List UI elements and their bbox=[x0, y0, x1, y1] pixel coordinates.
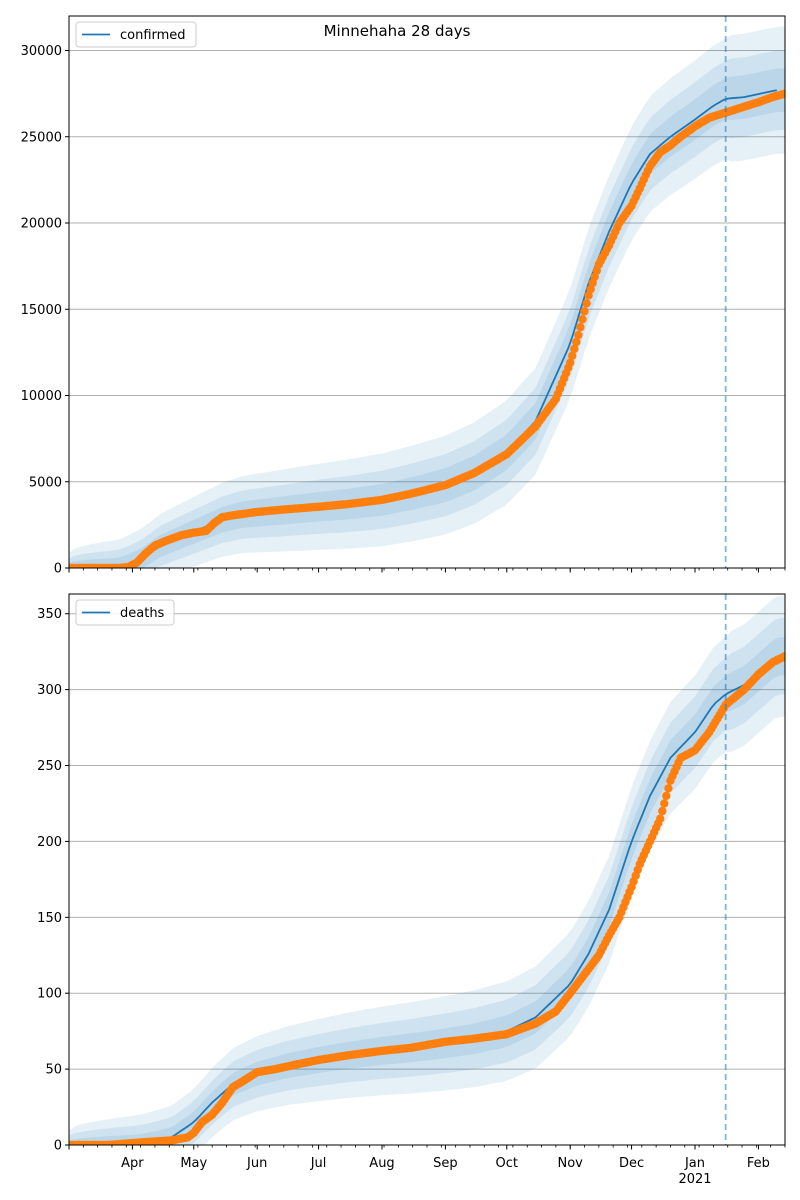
x-tick-label: Jan bbox=[684, 1156, 705, 1171]
legend-label: confirmed bbox=[120, 28, 186, 43]
y-tick-label: 5000 bbox=[29, 475, 62, 490]
x-tick-label: Feb bbox=[747, 1156, 770, 1171]
observed-point bbox=[572, 337, 581, 347]
uncertainty-band bbox=[69, 595, 785, 1145]
x-tick-label: Dec bbox=[619, 1156, 644, 1171]
observed-point bbox=[578, 315, 587, 324]
y-tick-label: 350 bbox=[37, 607, 62, 622]
observed-point bbox=[658, 806, 667, 816]
y-tick-label: 10000 bbox=[21, 389, 62, 404]
legend: deaths bbox=[75, 599, 175, 626]
x-tick-label: Apr bbox=[121, 1156, 144, 1171]
observed-point bbox=[662, 791, 671, 801]
uncertainty-band bbox=[69, 50, 785, 568]
observed-point bbox=[660, 799, 669, 808]
x-tick-label: Jun bbox=[246, 1156, 267, 1171]
x-tick-label: Sep bbox=[433, 1156, 458, 1171]
observed-point bbox=[780, 652, 785, 661]
y-tick-label: 50 bbox=[45, 1063, 62, 1078]
uncertainty-band bbox=[69, 618, 785, 1145]
deaths-chart: 0 50 100 150 200 250 300 350 Apr May Jun Jul Aug Sep O… bbox=[37, 593, 786, 1187]
observed-point bbox=[566, 358, 575, 367]
y-tick-label: 150 bbox=[37, 911, 62, 926]
y-tick-label: 0 bbox=[54, 1139, 62, 1154]
y-tick-label: 15000 bbox=[21, 303, 62, 318]
observed-point bbox=[582, 299, 591, 308]
legend-box bbox=[75, 599, 175, 626]
observed-point bbox=[656, 814, 665, 823]
observed-point bbox=[570, 344, 579, 354]
observed-point bbox=[780, 89, 785, 98]
x-tick-label: May bbox=[180, 1156, 207, 1171]
legend-label: deaths bbox=[120, 606, 165, 621]
plot-area bbox=[69, 595, 785, 1145]
legend-box bbox=[75, 21, 197, 48]
y-tick-label: 20000 bbox=[21, 217, 62, 232]
y-tick-label: 25000 bbox=[21, 130, 62, 145]
y-tick-label: 200 bbox=[37, 835, 62, 850]
x-year-label: 2021 bbox=[678, 1172, 711, 1187]
x-tick-label: Aug bbox=[369, 1156, 394, 1171]
confirmed-chart: 0 5000 10000 15000 20000 25000 30000 confirmed bbox=[21, 15, 786, 577]
observed-point bbox=[574, 330, 583, 340]
y-tick-label: 100 bbox=[37, 987, 62, 1002]
observed-point bbox=[568, 351, 577, 360]
y-tick-label: 250 bbox=[37, 759, 62, 774]
y-tick-label: 300 bbox=[37, 683, 62, 698]
x-tick-label: Nov bbox=[558, 1156, 584, 1171]
observed-point bbox=[576, 323, 585, 332]
plot-area bbox=[69, 26, 785, 568]
observed-point bbox=[664, 784, 673, 793]
uncertainty-band bbox=[69, 26, 785, 568]
y-tick-label: 30000 bbox=[21, 44, 62, 59]
legend: confirmed bbox=[75, 21, 197, 48]
y-tick-label: 0 bbox=[54, 562, 62, 577]
x-tick-label: Jul bbox=[310, 1156, 327, 1171]
x-tick-label: Oct bbox=[496, 1156, 518, 1171]
observed-point bbox=[580, 307, 589, 316]
chart-title: Minnehaha 28 days bbox=[324, 22, 471, 40]
